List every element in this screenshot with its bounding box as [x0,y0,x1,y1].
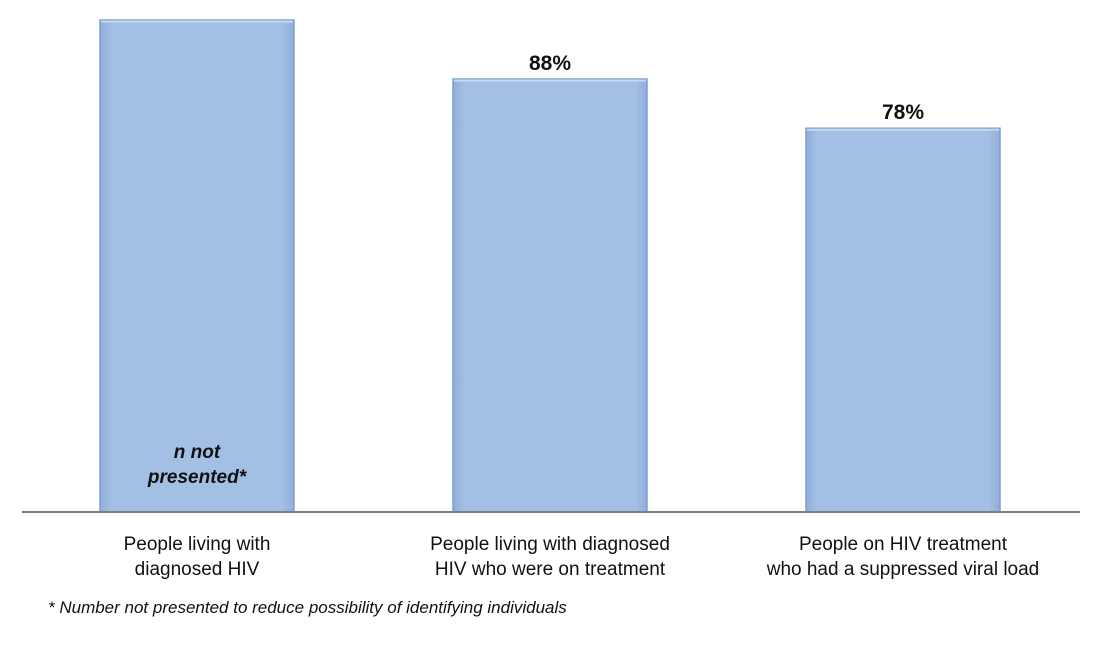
data-label-2: 88% [529,52,571,75]
bar-inner-note: n not presented* [97,440,297,490]
bar-3 [805,127,1001,513]
bar-1 [99,19,295,513]
data-label-3: 78% [882,101,924,124]
inner-note-line-2: presented* [147,467,247,488]
category-label-2: People living with diagnosed HIV who were… [390,532,710,582]
category-label-1: People living with diagnosed HIV [37,532,357,582]
category-label-3: People on HIV treatment who had a suppres… [743,532,1063,582]
category-label-3-line-1: People on HIV treatment [798,534,1008,555]
bar-2 [452,78,648,513]
footnote: * Number not presented to reduce possibi… [48,598,567,617]
inner-note-line-1: n not [173,442,221,463]
category-label-2-line-2: HIV who were on treatment [434,559,666,580]
category-label-1-line-1: People living with [123,534,271,555]
category-label-1-line-2: diagnosed HIV [134,559,260,580]
category-label-3-line-2: who had a suppressed viral load [766,559,1040,580]
category-label-2-line-1: People living with diagnosed [430,534,670,555]
